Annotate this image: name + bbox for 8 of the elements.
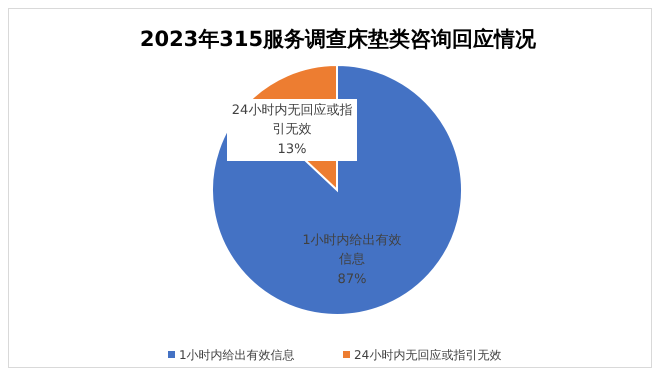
pie-slice [211,64,463,316]
data-label: 13% [278,142,306,157]
legend-label: 24小时内无回应或指引无效 [354,348,502,362]
legend-label: 1小时内给出有效信息 [179,348,295,362]
data-label: 87% [338,272,366,287]
chart-title: 2023年315服务调查床垫类咨询回应情况 [140,27,538,51]
slice-label: 24小时内无回应或指引无效 [230,102,354,139]
slice-label: 1小时内给出有效信息 [301,232,403,269]
